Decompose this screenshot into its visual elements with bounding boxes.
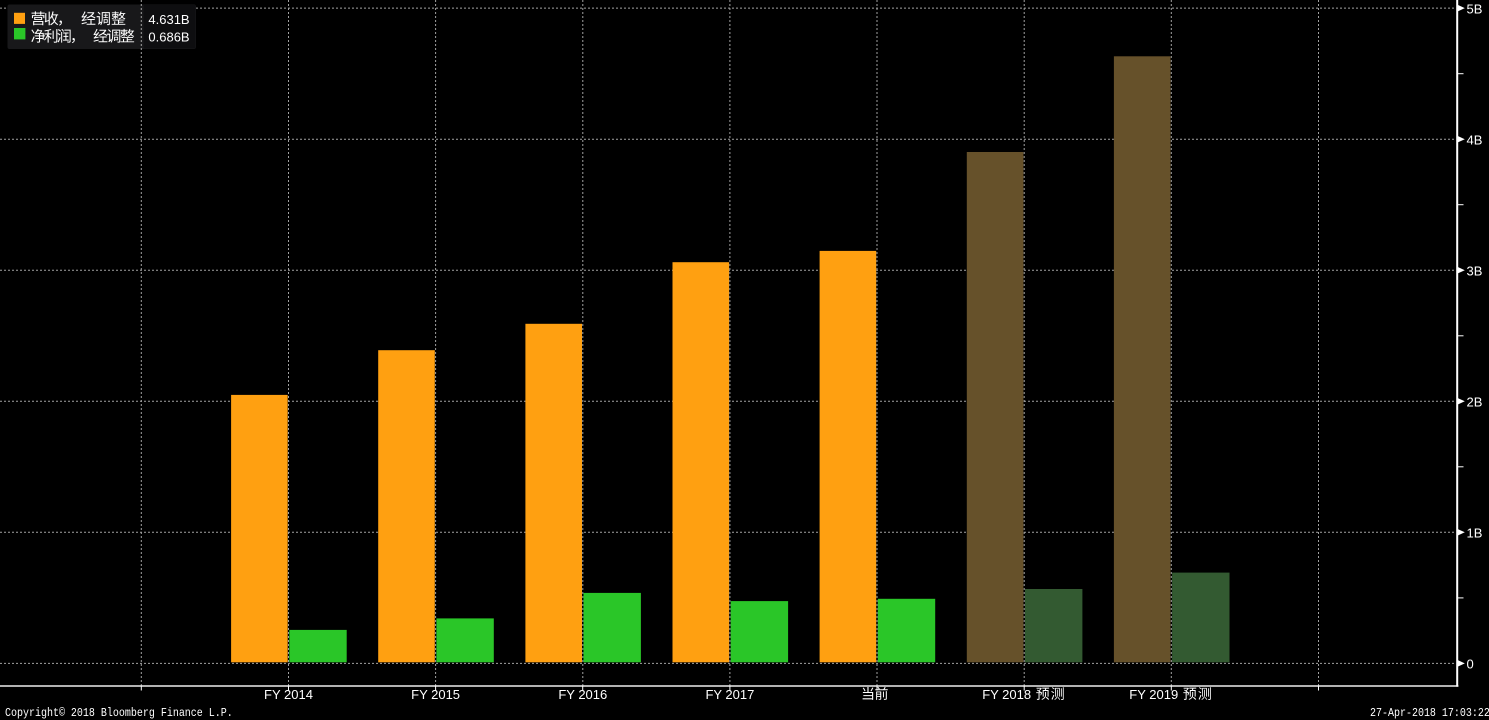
svg-text:27-Apr-2018 17:03:22: 27-Apr-2018 17:03:22 [1370, 707, 1489, 720]
svg-text:FY 2015: FY 2015 [411, 687, 460, 702]
svg-text:FY 2018: FY 2018 [982, 687, 1031, 702]
svg-text:4B: 4B [1467, 132, 1483, 147]
svg-text:2B: 2B [1467, 395, 1483, 410]
svg-text:Copyright© 2018 Bloomberg Fina: Copyright© 2018 Bloomberg Finance L.P. [5, 707, 233, 720]
svg-text:FY 2016: FY 2016 [558, 687, 607, 702]
svg-text:3B: 3B [1467, 263, 1483, 278]
svg-text:0.686B: 0.686B [148, 30, 189, 45]
svg-text:0: 0 [1467, 657, 1474, 672]
svg-text:FY 2014: FY 2014 [264, 687, 313, 702]
svg-text:FY 2019: FY 2019 [1129, 687, 1178, 702]
svg-text:1B: 1B [1467, 526, 1483, 541]
svg-text:4.631B: 4.631B [148, 12, 189, 27]
svg-text:FY 2017: FY 2017 [705, 687, 754, 702]
svg-text:5B: 5B [1467, 1, 1483, 16]
